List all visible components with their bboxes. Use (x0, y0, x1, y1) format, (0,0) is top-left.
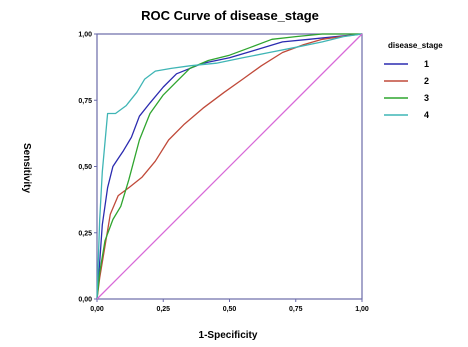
series-line-1 (96, 33, 363, 300)
x-tick-label: 1,00 (355, 306, 369, 313)
x-tick-label: 0,75 (289, 306, 303, 313)
y-tick-label: 0,00 (78, 297, 92, 304)
y-axis-label: Sensitivity (21, 143, 32, 193)
series-line-2 (96, 33, 363, 300)
reference-diagonal-line (96, 33, 363, 300)
legend-label-2: 2 (424, 76, 429, 86)
series-line-4 (96, 33, 363, 300)
chart-title: ROC Curve of disease_stage (141, 8, 319, 23)
legend-label-3: 3 (424, 93, 429, 103)
plot-area: 0,00 0,00 0,25 0,25 0,50 0,50 0,75 0,75 1,00 1,00 (78, 32, 369, 314)
x-tick-label: 0,50 (223, 306, 237, 313)
x-tick-label: 0,00 (90, 306, 104, 313)
legend: 1 2 3 4 (384, 59, 429, 120)
series-line-3 (96, 33, 362, 300)
y-tick-label: 0,25 (78, 230, 92, 237)
y-tick-label: 1,00 (78, 32, 92, 39)
legend-label-1: 1 (424, 59, 429, 69)
legend-title: disease_stage (388, 41, 443, 50)
y-tick-label: 0,50 (78, 164, 92, 171)
y-tick-label: 0,75 (78, 98, 92, 105)
legend-label-4: 4 (424, 110, 429, 120)
x-tick-label: 0,25 (156, 306, 170, 313)
x-axis-label: 1-Specificity (199, 330, 258, 341)
